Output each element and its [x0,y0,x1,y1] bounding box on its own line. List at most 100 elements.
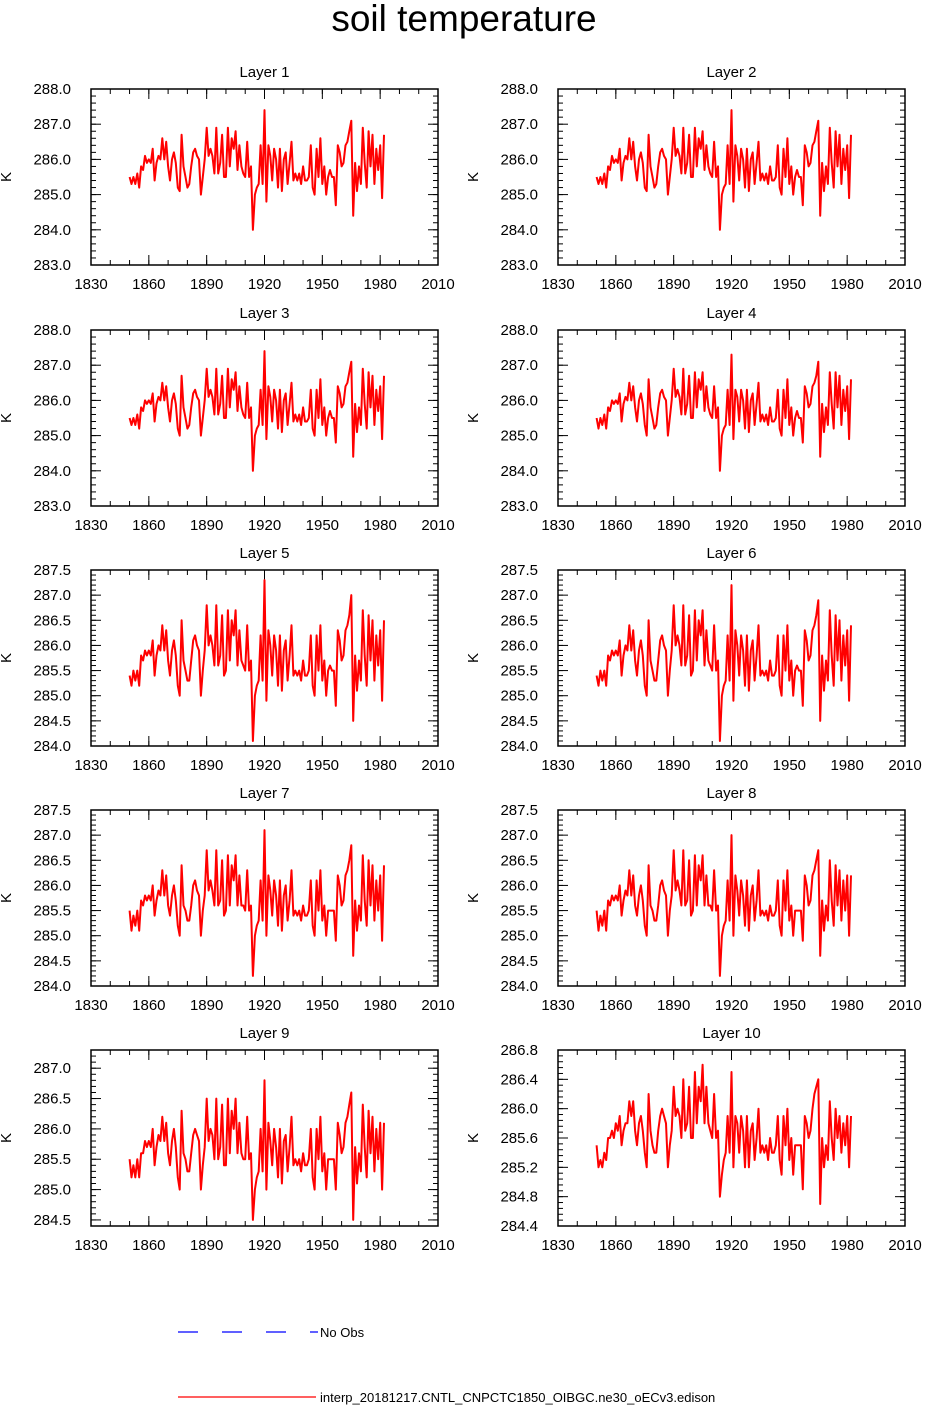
x-tick-label: 1950 [306,1237,339,1254]
y-tick-label: 287.5 [500,562,538,579]
series-line [595,584,852,742]
y-tick-label: 284.5 [33,713,71,730]
x-tick-label: 1830 [541,276,574,293]
x-tick-label: 2010 [888,1237,921,1254]
x-tick-label: 1920 [248,276,281,293]
x-tick-label: 1890 [190,757,223,774]
y-tick-label: 286.0 [500,1101,538,1118]
y-tick-label: 285.2 [500,1159,538,1176]
x-tick-label: 1860 [599,1237,632,1254]
x-tick-label: 1860 [599,997,632,1014]
y-tick-label: 286.0 [500,877,538,894]
x-tick-label: 1980 [830,1237,863,1254]
plot-frame [90,88,439,266]
y-tick-label: 287.0 [33,587,71,604]
y-tick-label: 288.0 [500,322,538,339]
y-axis-label: K [0,413,15,423]
panel-title: Layer 1 [239,64,289,81]
y-tick-label: 286.4 [500,1071,538,1088]
y-tick-label: 287.0 [500,116,538,133]
panel-layer-7: Layer 7 K 1830 1860 1890 1920 1950 1980 2010 284.… [0,785,455,1014]
series-line [595,834,852,977]
y-tick-label: 284.5 [500,953,538,970]
y-tick-label: 287.0 [33,116,71,133]
x-tick-label: 1830 [541,997,574,1014]
y-tick-label: 286.0 [500,392,538,409]
y-axis-label: K [465,172,482,182]
panel-title: Layer 3 [239,305,289,322]
y-tick-label: 283.0 [500,257,538,274]
x-tick-label: 1920 [715,517,748,534]
y-tick-label: 283.0 [500,498,538,515]
y-tick-label: 285.6 [500,1130,538,1147]
y-tick-label: 286.5 [500,612,538,629]
y-axis-label: K [0,1133,15,1143]
y-axis-label: K [465,893,482,903]
x-tick-label: 1920 [715,997,748,1014]
y-tick-label: 285.0 [500,428,538,445]
panel-title: Layer 10 [702,1025,760,1042]
y-tick-label: 286.0 [500,637,538,654]
x-tick-label: 1890 [657,1237,690,1254]
y-tick-label: 287.5 [33,802,71,819]
y-tick-label: 285.0 [500,928,538,945]
y-tick-label: 285.0 [33,428,71,445]
y-tick-label: 286.0 [33,1121,71,1138]
y-tick-label: 287.0 [33,1060,71,1077]
x-tick-label: 1830 [74,517,107,534]
x-tick-label: 1980 [830,757,863,774]
y-tick-label: 284.0 [33,738,71,755]
plot-frame [90,1049,439,1227]
y-tick-label: 285.0 [500,187,538,204]
series-line [128,1079,385,1221]
panel-layer-1: Layer 1 K 1830 1860 1890 1920 1950 1980 2010 283.… [0,64,455,293]
y-tick-label: 287.0 [500,827,538,844]
x-tick-label: 2010 [421,757,454,774]
y-tick-label: 284.0 [33,222,71,239]
y-tick-label: 285.5 [33,1151,71,1168]
y-tick-label: 283.0 [33,498,71,515]
y-tick-label: 284.0 [500,738,538,755]
panel-title: Layer 7 [239,785,289,802]
plot-frame [557,88,906,266]
y-tick-label: 286.0 [33,637,71,654]
y-tick-label: 284.8 [500,1189,538,1206]
x-tick-label: 1920 [715,757,748,774]
x-tick-label: 1920 [248,997,281,1014]
y-tick-label: 287.5 [500,802,538,819]
y-tick-label: 286.5 [33,1091,71,1108]
y-tick-label: 286.5 [33,852,71,869]
x-tick-label: 2010 [421,1237,454,1254]
x-tick-label: 1830 [74,276,107,293]
series-line [128,579,385,742]
y-axis-label: K [465,413,482,423]
y-tick-label: 285.5 [500,663,538,680]
x-tick-label: 1950 [773,997,806,1014]
x-tick-label: 1860 [132,276,165,293]
y-tick-label: 287.5 [33,562,71,579]
y-tick-label: 284.5 [33,953,71,970]
x-tick-label: 1950 [773,276,806,293]
panel-title: Layer 9 [239,1025,289,1042]
y-tick-label: 285.0 [33,1182,71,1199]
y-tick-label: 286.0 [500,151,538,168]
y-tick-label: 285.0 [33,187,71,204]
x-tick-label: 1830 [541,757,574,774]
y-tick-label: 288.0 [500,81,538,98]
y-tick-label: 285.5 [33,903,71,920]
x-tick-label: 1950 [306,276,339,293]
x-tick-label: 1860 [599,276,632,293]
x-tick-label: 1950 [773,517,806,534]
y-tick-label: 285.5 [500,903,538,920]
x-tick-label: 1860 [599,517,632,534]
x-tick-label: 2010 [421,997,454,1014]
x-tick-label: 1980 [830,517,863,534]
plot-frame [557,809,906,987]
x-tick-label: 1950 [306,517,339,534]
y-tick-label: 287.0 [500,357,538,374]
plot-frame [557,329,906,507]
x-tick-label: 1950 [306,997,339,1014]
y-tick-label: 287.0 [33,827,71,844]
y-tick-label: 284.0 [500,222,538,239]
